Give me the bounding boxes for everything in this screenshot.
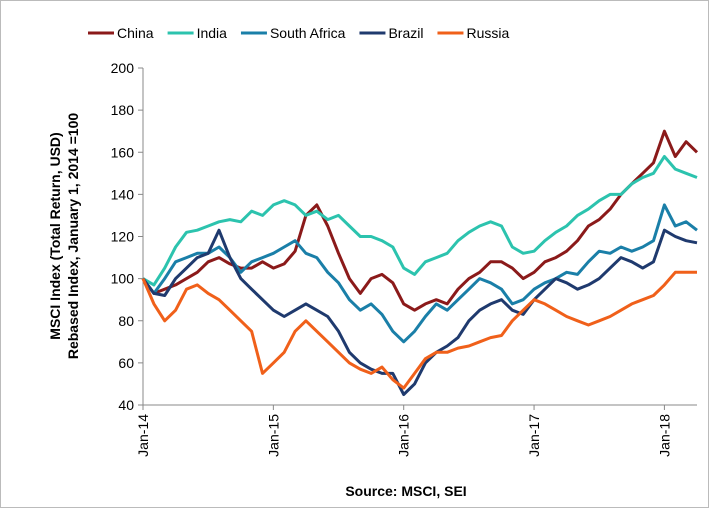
x-tick-label: Jan-15 [265, 414, 281, 457]
y-tick-label: 60 [118, 355, 134, 371]
x-tick-label: Jan-17 [526, 414, 542, 457]
series-line [141, 228, 698, 396]
y-axis-label: Rebased Index, January 1, 2014 =100 [65, 113, 81, 360]
series-line [141, 270, 697, 390]
x-axis-label: Source: MSCI, SEI [345, 483, 466, 499]
series-line [142, 155, 698, 287]
y-tick-label: 120 [111, 229, 135, 245]
y-tick-label: 40 [118, 397, 134, 413]
y-tick-label: 160 [111, 144, 135, 160]
y-tick-label: 180 [111, 102, 135, 118]
y-tick-label: 100 [111, 271, 135, 287]
x-tick-label: Jan-18 [656, 414, 672, 457]
y-tick-label: 80 [118, 313, 134, 329]
x-tick-label: Jan-16 [396, 414, 412, 457]
legend-label: India [197, 25, 228, 41]
y-tick-label: 200 [111, 60, 135, 76]
legend-label: Brazil [388, 25, 423, 41]
x-tick-label: Jan-14 [135, 414, 151, 457]
y-axis-label: MSCI Index (Total Return, USD) [47, 132, 63, 339]
legend-label: Russia [466, 25, 509, 41]
legend-label: South Africa [270, 25, 346, 41]
legend-label: China [117, 25, 154, 41]
y-tick-label: 140 [111, 186, 135, 202]
